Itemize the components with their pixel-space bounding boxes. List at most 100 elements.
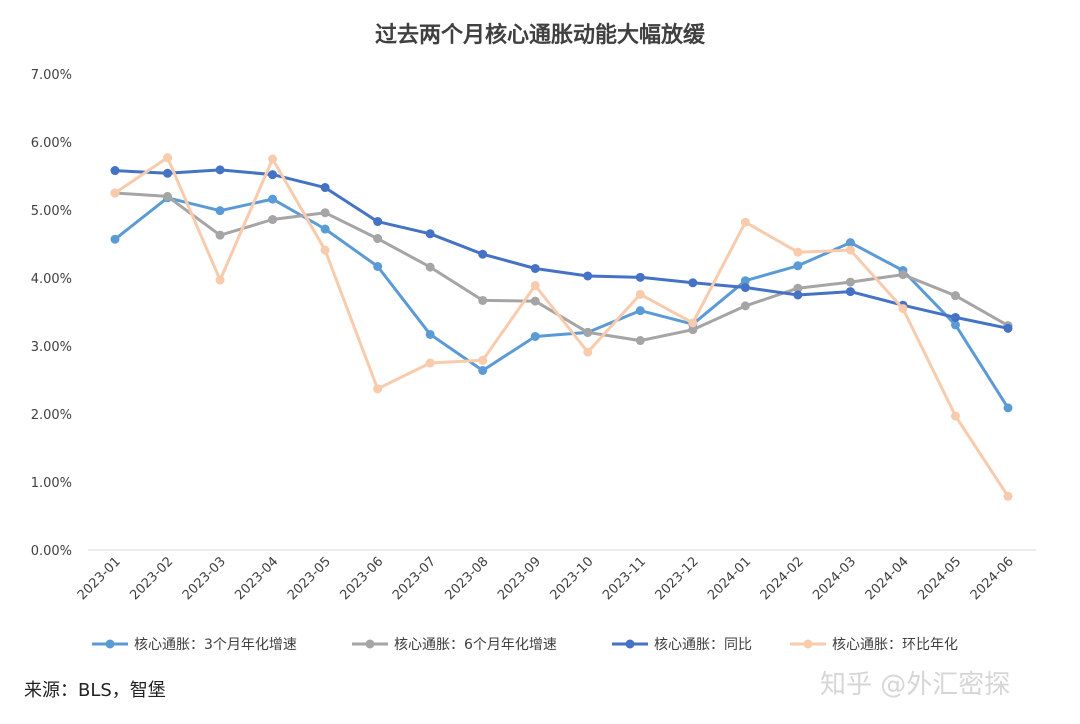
data-point xyxy=(425,358,435,368)
data-point xyxy=(373,234,383,244)
legend-marker xyxy=(625,639,635,649)
data-point xyxy=(320,245,330,255)
x-tick-label: 2024-05 xyxy=(915,554,964,603)
data-point xyxy=(478,295,488,305)
data-point xyxy=(215,206,225,216)
series-line xyxy=(114,168,1009,330)
data-point xyxy=(950,320,960,330)
data-point xyxy=(845,277,855,287)
y-tick-label: 1.00% xyxy=(31,476,72,491)
data-point xyxy=(320,224,330,234)
x-tick-label: 2024-04 xyxy=(863,554,912,603)
data-point xyxy=(740,217,750,227)
y-tick-label: 0.00% xyxy=(31,544,72,559)
data-point xyxy=(163,191,173,201)
data-point xyxy=(635,272,645,282)
data-point xyxy=(793,247,803,257)
data-point xyxy=(478,365,488,375)
legend-label: 核心通胀：同比 xyxy=(654,637,752,653)
x-tick-label: 2023-02 xyxy=(127,554,176,603)
data-point xyxy=(950,312,960,322)
y-tick-label: 6.00% xyxy=(31,136,72,151)
data-point xyxy=(373,217,383,227)
y-axis: 0.00% 1.00% 2.00% 3.00% 4.00% 5.00% 6.00% 7.00% xyxy=(31,68,72,559)
data-point xyxy=(845,238,855,248)
data-point xyxy=(110,166,120,176)
legend-item: 核心通胀：3个月年化增速 xyxy=(92,637,297,653)
source-note: 来源：BLS，智堡 xyxy=(24,680,166,701)
x-tick-label: 2023-01 xyxy=(75,554,124,603)
data-point xyxy=(530,331,540,341)
data-point xyxy=(688,318,698,328)
x-axis: 2023-01 2023-02 2023-03 2023-04 2023-05 2023-… xyxy=(75,554,1017,603)
legend-item: 核心通胀：6个月年化增速 xyxy=(352,637,557,653)
series-layer xyxy=(110,153,1013,501)
data-point xyxy=(163,168,173,178)
legend-item: 核心通胀：环比年化 xyxy=(790,637,958,653)
series-line xyxy=(114,196,1010,409)
data-point xyxy=(793,283,803,293)
x-tick-label: 2023-12 xyxy=(653,554,702,603)
y-tick-label: 7.00% xyxy=(31,68,72,83)
y-tick-label: 5.00% xyxy=(31,204,72,219)
legend-marker xyxy=(803,639,813,649)
x-tick-label: 2023-07 xyxy=(390,554,439,603)
x-tick-label: 2024-01 xyxy=(705,554,754,603)
data-point xyxy=(268,194,278,204)
data-point xyxy=(478,355,488,365)
watermark: 知乎 @外汇密探 xyxy=(820,670,1011,700)
x-tick-label: 2023-06 xyxy=(337,554,386,603)
data-point xyxy=(530,263,540,273)
data-point xyxy=(845,287,855,297)
data-point xyxy=(740,301,750,311)
data-point xyxy=(950,411,960,421)
x-tick-label: 2024-06 xyxy=(968,554,1017,603)
data-point xyxy=(425,262,435,272)
data-point xyxy=(740,276,750,286)
x-tick-label: 2023-08 xyxy=(443,554,492,603)
legend-item: 核心通胀：同比 xyxy=(612,637,752,653)
data-point xyxy=(320,208,330,218)
legend-marker xyxy=(365,639,375,649)
data-point xyxy=(425,229,435,239)
data-point xyxy=(110,234,120,244)
x-tick-label: 2024-03 xyxy=(810,554,859,603)
data-point xyxy=(635,306,645,316)
data-point xyxy=(793,290,803,300)
series-3 xyxy=(110,165,1013,333)
data-point xyxy=(268,215,278,225)
data-point xyxy=(1003,491,1013,501)
data-point xyxy=(740,283,750,293)
x-tick-label: 2023-04 xyxy=(232,554,281,603)
data-point xyxy=(425,329,435,339)
data-point xyxy=(1003,323,1013,333)
data-point xyxy=(583,271,593,281)
legend-label: 核心通胀：环比年化 xyxy=(832,637,958,653)
legend-marker xyxy=(105,639,115,649)
data-point xyxy=(583,347,593,357)
data-point xyxy=(215,275,225,285)
data-point xyxy=(635,336,645,346)
chart-title: 过去两个月核心通胀动能大幅放缓 xyxy=(375,22,706,48)
data-point xyxy=(320,183,330,193)
data-point xyxy=(530,280,540,290)
x-tick-label: 2024-02 xyxy=(758,554,807,603)
series-2 xyxy=(110,188,1013,346)
data-point xyxy=(898,304,908,314)
data-point xyxy=(950,291,960,301)
data-point xyxy=(478,249,488,259)
data-point xyxy=(373,384,383,394)
data-point xyxy=(1003,403,1013,413)
x-tick-label: 2023-03 xyxy=(180,554,229,603)
legend: 核心通胀：3个月年化增速 核心通胀：6个月年化增速 核心通胀：同比 核心通胀：环比年化 xyxy=(92,637,958,653)
data-point xyxy=(530,296,540,306)
data-point xyxy=(688,325,698,335)
data-point xyxy=(268,170,278,180)
data-point xyxy=(793,261,803,271)
data-point xyxy=(215,165,225,175)
data-point xyxy=(688,278,698,288)
series-line xyxy=(114,156,1010,498)
x-tick-label: 2023-11 xyxy=(600,554,649,603)
legend-label: 核心通胀：6个月年化增速 xyxy=(394,637,557,653)
x-tick-label: 2023-10 xyxy=(548,554,597,603)
